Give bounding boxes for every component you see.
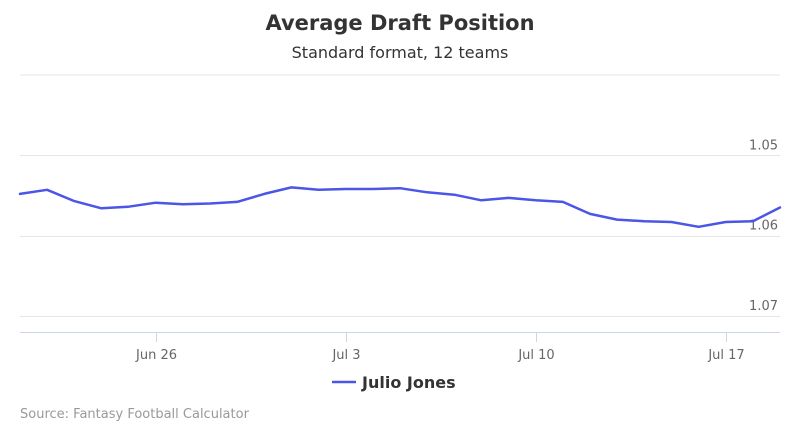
x-tick-label: Jul 3 xyxy=(331,348,360,363)
series-layer xyxy=(18,186,782,229)
series-line-julio-jones[interactable] xyxy=(18,186,782,229)
legend-label-julio-jones[interactable]: Julio Jones xyxy=(361,373,456,392)
chart-title: Average Draft Position xyxy=(265,11,534,35)
x-tick-label: Jun 26 xyxy=(135,348,177,363)
x-tick-label: Jul 17 xyxy=(707,348,744,363)
y-tick-label: 1.06 xyxy=(749,219,778,234)
legend[interactable]: Julio Jones xyxy=(332,373,456,392)
chart-subtitle: Standard format, 12 teams xyxy=(292,43,509,62)
x-axis: Jun 26 Jul 3 Jul 10 Jul 17 xyxy=(20,332,780,363)
y-tick-label: 1.07 xyxy=(749,299,778,314)
chart-credits: Source: Fantasy Football Calculator xyxy=(20,407,250,422)
x-tick-label: Jul 10 xyxy=(517,348,554,363)
y-tick-label: 1.05 xyxy=(749,138,778,153)
y-axis-labels: 1.05 1.06 1.07 xyxy=(749,138,778,314)
grid-lines xyxy=(20,74,780,317)
